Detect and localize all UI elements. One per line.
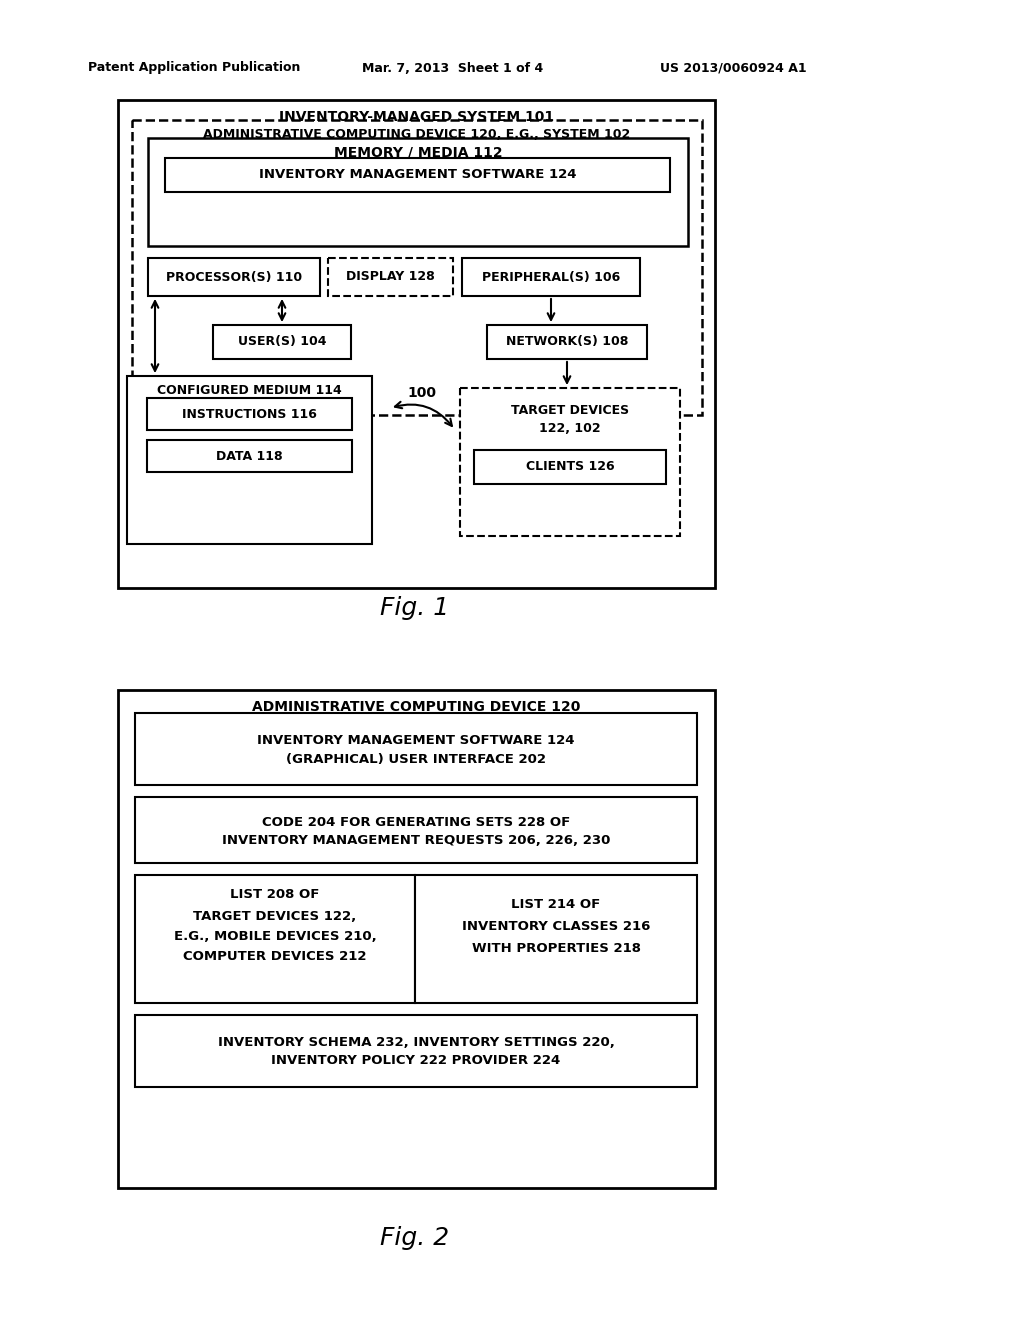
Text: DISPLAY 128: DISPLAY 128 bbox=[346, 271, 435, 284]
Text: Fig. 1: Fig. 1 bbox=[381, 597, 450, 620]
Text: LIST 208 OF: LIST 208 OF bbox=[230, 888, 319, 902]
Bar bbox=[148, 139, 688, 246]
Text: INVENTORY MANAGEMENT SOFTWARE 124: INVENTORY MANAGEMENT SOFTWARE 124 bbox=[257, 734, 574, 747]
Text: MEMORY / MEDIA 112: MEMORY / MEDIA 112 bbox=[334, 147, 503, 160]
Bar bbox=[415, 875, 697, 1003]
Text: US 2013/0060924 A1: US 2013/0060924 A1 bbox=[660, 62, 807, 74]
Bar bbox=[118, 100, 715, 587]
Text: CLIENTS 126: CLIENTS 126 bbox=[525, 461, 614, 474]
Text: (GRAPHICAL) USER INTERFACE 202: (GRAPHICAL) USER INTERFACE 202 bbox=[286, 752, 546, 766]
Bar bbox=[135, 875, 415, 1003]
Bar bbox=[132, 120, 702, 414]
Bar bbox=[460, 388, 680, 536]
Bar bbox=[462, 257, 640, 296]
Text: INVENTORY POLICY 222 PROVIDER 224: INVENTORY POLICY 222 PROVIDER 224 bbox=[271, 1055, 560, 1068]
Text: ADMINISTRATIVE COMPUTING DEVICE 120, E.G., SYSTEM 102: ADMINISTRATIVE COMPUTING DEVICE 120, E.G… bbox=[204, 128, 631, 140]
Bar bbox=[487, 325, 647, 359]
Bar bbox=[118, 690, 715, 1188]
Text: Patent Application Publication: Patent Application Publication bbox=[88, 62, 300, 74]
Text: Fig. 2: Fig. 2 bbox=[381, 1226, 450, 1250]
Bar bbox=[127, 376, 372, 544]
Text: CODE 204 FOR GENERATING SETS 228 OF: CODE 204 FOR GENERATING SETS 228 OF bbox=[262, 816, 570, 829]
FancyArrowPatch shape bbox=[395, 401, 452, 426]
Bar bbox=[147, 399, 352, 430]
Text: DATA 118: DATA 118 bbox=[216, 450, 283, 462]
Bar bbox=[135, 713, 697, 785]
Text: PERIPHERAL(S) 106: PERIPHERAL(S) 106 bbox=[482, 271, 621, 284]
Text: 100: 100 bbox=[408, 385, 436, 400]
Bar bbox=[474, 450, 666, 484]
Text: COMPUTER DEVICES 212: COMPUTER DEVICES 212 bbox=[183, 950, 367, 964]
Bar bbox=[148, 257, 319, 296]
Text: TARGET DEVICES 122,: TARGET DEVICES 122, bbox=[194, 911, 356, 924]
Text: 122, 102: 122, 102 bbox=[540, 421, 601, 434]
Text: NETWORK(S) 108: NETWORK(S) 108 bbox=[506, 335, 628, 348]
Bar bbox=[328, 257, 453, 296]
Text: INVENTORY-MANAGED SYSTEM 101: INVENTORY-MANAGED SYSTEM 101 bbox=[279, 110, 554, 124]
Text: PROCESSOR(S) 110: PROCESSOR(S) 110 bbox=[166, 271, 302, 284]
Text: CONFIGURED MEDIUM 114: CONFIGURED MEDIUM 114 bbox=[157, 384, 342, 397]
Text: Mar. 7, 2013  Sheet 1 of 4: Mar. 7, 2013 Sheet 1 of 4 bbox=[362, 62, 544, 74]
Text: TARGET DEVICES: TARGET DEVICES bbox=[511, 404, 629, 417]
Text: INVENTORY SCHEMA 232, INVENTORY SETTINGS 220,: INVENTORY SCHEMA 232, INVENTORY SETTINGS… bbox=[217, 1036, 614, 1049]
Bar bbox=[165, 158, 670, 191]
Text: INVENTORY CLASSES 216: INVENTORY CLASSES 216 bbox=[462, 920, 650, 933]
Text: ADMINISTRATIVE COMPUTING DEVICE 120: ADMINISTRATIVE COMPUTING DEVICE 120 bbox=[252, 700, 581, 714]
Text: INSTRUCTIONS 116: INSTRUCTIONS 116 bbox=[182, 408, 317, 421]
Text: INVENTORY MANAGEMENT SOFTWARE 124: INVENTORY MANAGEMENT SOFTWARE 124 bbox=[259, 169, 577, 181]
Text: USER(S) 104: USER(S) 104 bbox=[238, 335, 327, 348]
Bar bbox=[135, 1015, 697, 1086]
Text: E.G., MOBILE DEVICES 210,: E.G., MOBILE DEVICES 210, bbox=[174, 931, 377, 944]
Bar bbox=[213, 325, 351, 359]
Text: INVENTORY MANAGEMENT REQUESTS 206, 226, 230: INVENTORY MANAGEMENT REQUESTS 206, 226, … bbox=[222, 833, 610, 846]
Bar bbox=[147, 440, 352, 473]
Text: WITH PROPERTIES 218: WITH PROPERTIES 218 bbox=[471, 942, 640, 956]
Bar bbox=[135, 797, 697, 863]
Text: LIST 214 OF: LIST 214 OF bbox=[511, 899, 601, 912]
